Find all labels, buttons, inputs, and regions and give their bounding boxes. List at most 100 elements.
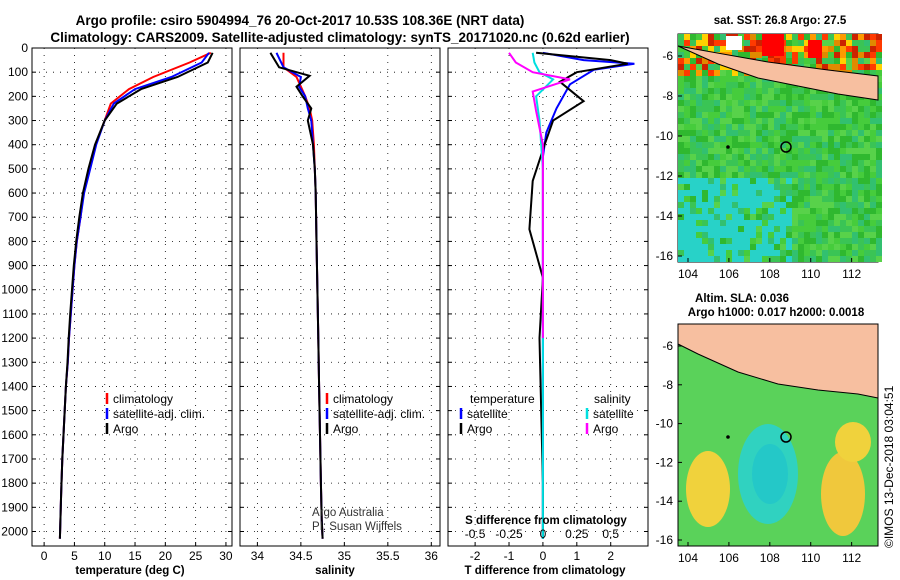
sst-cell — [840, 136, 846, 142]
sst-cell — [822, 202, 828, 208]
sst-cell — [822, 106, 828, 112]
sst-cell — [726, 130, 732, 136]
sst-cell — [732, 82, 738, 88]
sst-cell — [708, 178, 714, 184]
x-tick-label: 2 — [607, 549, 614, 563]
sst-warm-cell — [786, 34, 792, 40]
sst-cell — [792, 100, 798, 106]
sst-cell — [732, 136, 738, 142]
sst-cell — [702, 160, 708, 166]
sst-cell — [864, 118, 870, 124]
sst-cell — [780, 112, 786, 118]
sst-cell — [690, 184, 696, 190]
sst-cell — [696, 76, 702, 82]
sst-cell — [684, 118, 690, 124]
sst-cell — [756, 184, 762, 190]
sst-cell — [690, 148, 696, 154]
sst-cell — [840, 106, 846, 112]
sst-cell — [720, 160, 726, 166]
sst-cell — [732, 154, 738, 160]
sst-cell — [864, 112, 870, 118]
sst-cell — [708, 106, 714, 112]
lat-tick-label: -8 — [662, 378, 673, 392]
sst-cell — [870, 166, 876, 172]
sst-cell — [828, 154, 834, 160]
sst-cell — [714, 118, 720, 124]
sst-cell — [774, 238, 780, 244]
sst-cell — [684, 250, 690, 256]
sst-cell — [726, 70, 732, 76]
sst-cell — [708, 82, 714, 88]
sst-cell — [876, 220, 882, 226]
sst-cell — [810, 232, 816, 238]
sst-cell — [714, 226, 720, 232]
sst-cell — [804, 112, 810, 118]
sst-cell — [828, 184, 834, 190]
sst-cell — [846, 244, 852, 250]
sst-cell — [840, 220, 846, 226]
sst-cell — [690, 232, 696, 238]
sst-cell — [696, 172, 702, 178]
sst-cell — [834, 208, 840, 214]
sst-cell — [792, 130, 798, 136]
sst-cell — [768, 250, 774, 256]
sst-cell — [738, 232, 744, 238]
sst-cloud-block — [726, 36, 742, 50]
sst-cell — [714, 238, 720, 244]
sst-cell — [804, 232, 810, 238]
sst-cell — [804, 220, 810, 226]
sst-cell — [696, 250, 702, 256]
sst-cell — [870, 220, 876, 226]
sst-cell — [780, 202, 786, 208]
sst-map: -6 -8 -10 -12 -14 -16 104 106 108 110 112 — [656, 33, 882, 281]
sst-cell — [840, 148, 846, 154]
sst-cell — [864, 244, 870, 250]
sst-cell — [750, 226, 756, 232]
sst-cell — [750, 172, 756, 178]
sst-cell — [690, 154, 696, 160]
sst-cell — [702, 166, 708, 172]
sst-cell — [678, 76, 684, 82]
sst-cell — [870, 172, 876, 178]
sst-cell — [858, 124, 864, 130]
sst-cell — [828, 202, 834, 208]
sst-cell — [810, 190, 816, 196]
sst-cell — [774, 244, 780, 250]
sst-warm-cell — [684, 34, 690, 40]
sst-cell — [684, 196, 690, 202]
sst-cell — [762, 226, 768, 232]
tdiff-xlabel: T difference from climatology — [464, 565, 626, 577]
sst-cell — [732, 220, 738, 226]
sst-cell — [828, 40, 834, 46]
sst-cell — [768, 88, 774, 94]
sst-cell — [696, 226, 702, 232]
sst-cell — [816, 196, 822, 202]
sst-cell — [684, 202, 690, 208]
sst-cell — [792, 34, 798, 40]
sst-cell — [684, 190, 690, 196]
sst-cell — [846, 226, 852, 232]
sst-cell — [720, 34, 726, 40]
lon-tick-label: 104 — [678, 551, 698, 565]
sst-cell — [804, 34, 810, 40]
sst-cell — [744, 196, 750, 202]
sst-cell — [870, 118, 876, 124]
sst-cell — [684, 172, 690, 178]
sst-cell — [744, 238, 750, 244]
sst-cell — [696, 106, 702, 112]
sst-cell — [732, 130, 738, 136]
sst-cell — [792, 244, 798, 250]
lon-tick-label: 110 — [801, 267, 820, 281]
sst-cell — [822, 112, 828, 118]
sst-cell — [678, 190, 684, 196]
sst-cell — [870, 244, 876, 250]
sst-cell — [840, 232, 846, 238]
sst-cell — [738, 154, 744, 160]
sst-warm-cell — [702, 34, 708, 40]
sst-warm-cell — [870, 52, 876, 58]
sst-cell — [786, 154, 792, 160]
sst-cell — [690, 196, 696, 202]
sst-cell — [762, 208, 768, 214]
sst-cell — [810, 160, 816, 166]
sst-warm-cell — [834, 64, 840, 70]
